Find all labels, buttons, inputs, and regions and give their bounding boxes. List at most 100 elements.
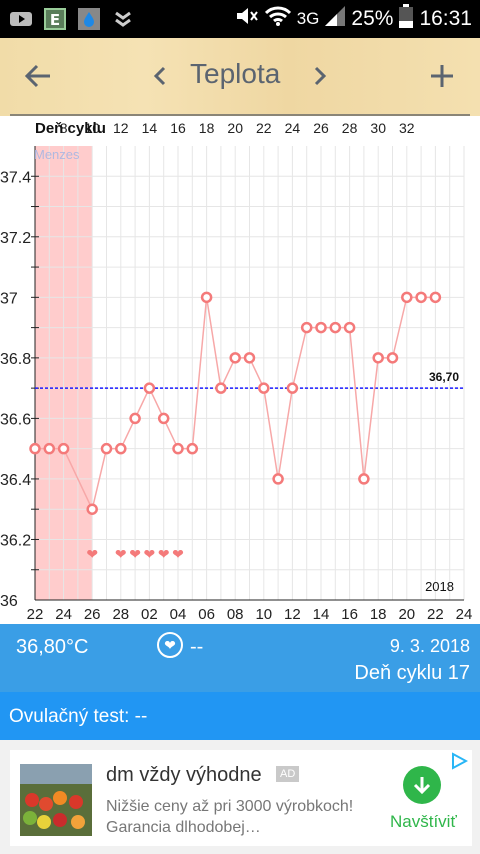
arrow-down-icon — [413, 777, 431, 795]
x-tick-label: 20 — [398, 606, 415, 623]
menses-label: Menzes — [34, 147, 80, 162]
top-tick-label: 24 — [285, 120, 301, 136]
data-point — [115, 442, 127, 455]
chart-svg[interactable]: 8 10 12 14 16 18 20 22 24 26 28 30 32 Deň cyklu 22 24 26… — [0, 116, 480, 624]
mute-icon — [235, 5, 259, 33]
top-tick-label: 18 — [199, 120, 215, 136]
data-point — [86, 503, 98, 515]
series-line — [35, 296, 436, 512]
info-bar: 36,80°C ❤ -- 9. 3. 2018 Deň cyklu 17 — [0, 624, 480, 692]
chevron-left-icon — [153, 66, 166, 86]
prev-button[interactable] — [140, 56, 180, 96]
top-tick-label: 10 — [84, 120, 100, 136]
plus-icon — [431, 65, 453, 87]
data-point — [157, 412, 170, 425]
x-tick-label: 24 — [55, 606, 72, 623]
app-e-icon: E — [44, 8, 66, 30]
ad-badge: AD — [276, 766, 300, 782]
top-tick-label: 22 — [256, 120, 272, 136]
data-point — [243, 352, 256, 364]
heart-marker: ❤ — [115, 547, 127, 563]
top-tick-label: 32 — [399, 120, 415, 136]
ad-image[interactable] — [20, 764, 92, 836]
top-tick-label: 8 — [60, 120, 68, 136]
heart-marker: ❤ — [158, 547, 170, 563]
back-button[interactable] — [18, 56, 58, 96]
heart-marker: ❤ — [172, 547, 184, 563]
data-point — [215, 382, 227, 394]
heart-marker: ❤ — [129, 547, 141, 563]
ad-cta[interactable]: Navštíviť — [390, 812, 457, 831]
x-tick-label: 24 — [456, 606, 473, 623]
top-tick-label: 12 — [113, 120, 129, 136]
add-button[interactable] — [422, 56, 462, 96]
x-tick-label: 10 — [255, 606, 272, 623]
youtube-icon — [10, 8, 32, 30]
x-tick-label: 22 — [27, 606, 44, 623]
data-point — [372, 352, 384, 364]
top-tick-label: 14 — [142, 120, 158, 136]
data-point — [43, 442, 56, 455]
ovulation-test-bar[interactable]: Ovulačný test: -- — [0, 692, 480, 740]
y-tick-label: 36.2 — [0, 532, 31, 549]
data-point — [429, 291, 442, 304]
arrow-left-icon — [24, 64, 50, 88]
adchoices-icon[interactable] — [450, 752, 469, 770]
chevron-right-icon — [314, 66, 327, 86]
y-tick-label: 36.6 — [0, 411, 31, 428]
status-bar: E 3G 25% 16:31 — [0, 0, 480, 38]
selected-date: 9. 3. 2018 — [389, 636, 470, 656]
x-tick-label: 02 — [141, 606, 158, 623]
x-tick-label: 26 — [84, 606, 101, 623]
threshold-label: 36,70 — [429, 370, 459, 384]
heart-icon[interactable]: ❤ — [157, 632, 183, 658]
top-tick-label: 26 — [313, 120, 329, 136]
top-tick-label: 30 — [370, 120, 386, 136]
ad-body[interactable]: Nižšie ceny až pri 3000 výrobkoch! Garan… — [106, 798, 354, 836]
data-point — [286, 382, 299, 394]
y-tick-label: 36.8 — [0, 351, 31, 368]
battery-percent: 25% — [351, 7, 394, 30]
x-tick-label: 18 — [370, 606, 387, 623]
heart-marker: ❤ — [144, 547, 156, 563]
data-point — [57, 442, 70, 455]
temperature-chart[interactable]: 8 10 12 14 16 18 20 22 24 26 28 30 32 Deň cyklu 22 24 26… — [0, 116, 480, 624]
data-point — [143, 382, 156, 394]
x-tick-label: 08 — [227, 606, 244, 623]
data-point — [186, 442, 199, 455]
x-tick-label: 16 — [341, 606, 358, 623]
y-tick-label: 37.2 — [0, 230, 31, 247]
data-point — [229, 352, 241, 364]
data-point — [329, 321, 342, 334]
wifi-icon — [264, 5, 291, 33]
year-label: 2018 — [425, 579, 454, 594]
ad-download-button[interactable] — [403, 766, 441, 804]
data-point — [315, 321, 327, 334]
toolbar: Teplota — [0, 38, 480, 116]
signal-icon — [325, 6, 346, 32]
cycle-day: Deň cyklu 17 — [354, 662, 470, 684]
clock: 16:31 — [419, 7, 472, 30]
top-tick-label: 28 — [342, 120, 358, 136]
ad-banner[interactable]: dm vždy výhodne AD Nižšie ceny až pri 30… — [10, 750, 472, 846]
data-point — [300, 321, 313, 334]
x-tick-label: 06 — [198, 606, 215, 623]
ad-headline[interactable]: dm vždy výhodne — [106, 764, 262, 786]
current-temperature: 36,80°C — [16, 636, 89, 658]
data-point — [343, 321, 356, 334]
intercourse-value: -- — [190, 636, 204, 658]
chevrons-icon — [112, 8, 134, 30]
toolbar-divider — [10, 114, 470, 116]
droplet-icon — [78, 8, 100, 30]
heart-marker: ❤ — [86, 547, 98, 563]
x-tick-label: 28 — [112, 606, 129, 623]
data-point — [272, 473, 284, 485]
next-button[interactable] — [300, 56, 340, 96]
network-type: 3G — [296, 9, 320, 28]
x-tick-label: 22 — [427, 606, 444, 623]
data-point — [386, 352, 399, 364]
data-point — [100, 442, 113, 455]
data-point — [358, 473, 370, 485]
top-tick-label: 16 — [170, 120, 186, 136]
x-tick-label: 04 — [170, 606, 187, 623]
